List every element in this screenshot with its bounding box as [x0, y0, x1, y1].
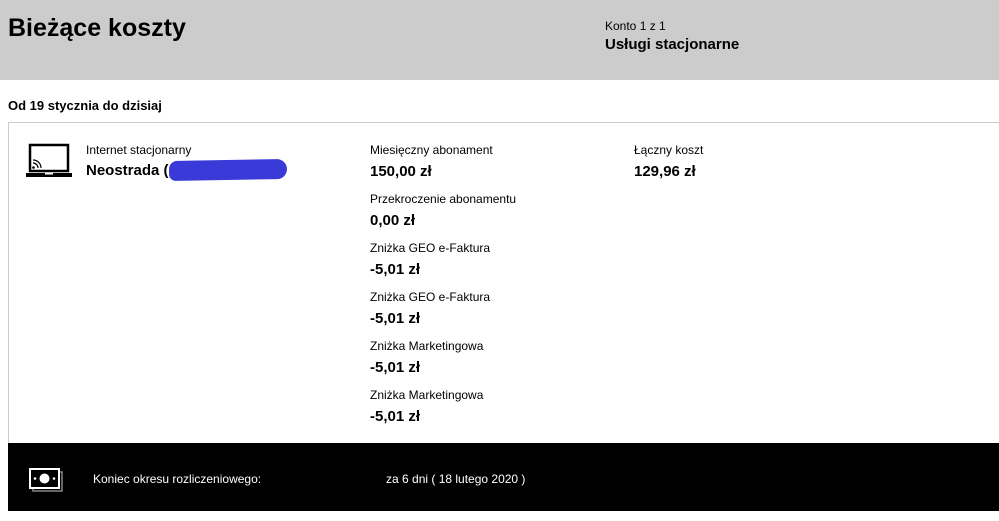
billing-end-label: Koniec okresu rozliczeniowego: [93, 472, 262, 486]
cost-item: Przekroczenie abonamentu 0,00 zł [370, 192, 517, 229]
period-heading: Od 19 stycznia do dzisiaj [8, 98, 162, 113]
cost-item: Miesięczny abonament 150,00 zł [370, 143, 493, 180]
cost-items: Miesięczny abonament 150,00 zł Przekrocze… [370, 143, 516, 437]
account-name: Usługi stacjonarne [605, 36, 740, 53]
cost-item: Zniżka GEO e-Faktura -5,01 zł [370, 241, 491, 278]
money-icon [29, 468, 63, 492]
billing-period-bar: Koniec okresu rozliczeniowego: za 6 dni … [8, 443, 999, 511]
cost-item: Zniżka GEO e-Faktura -5,01 zł [370, 290, 491, 327]
total-cost: Łączny koszt 129,96 zł [634, 143, 704, 180]
service-type: Internet stacjonarny [86, 143, 192, 157]
cost-item: Zniżka Marketingowa -5,01 zł [370, 388, 484, 425]
redaction-scribble [168, 158, 288, 182]
page-title: Bieżące koszty [8, 14, 186, 42]
service-name: Neostrada ( [86, 162, 169, 179]
service-card: Internet stacjonarny Neostrada ( Miesięc… [8, 122, 999, 444]
laptop-wifi-icon [26, 143, 72, 177]
account-counter: Konto 1 z 1 [605, 19, 666, 33]
cost-item: Zniżka Marketingowa -5,01 zł [370, 339, 484, 376]
page-header: Bieżące koszty Konto 1 z 1 Usługi stacjo… [0, 0, 999, 80]
billing-end-value: za 6 dni ( 18 lutego 2020 ) [386, 472, 526, 486]
